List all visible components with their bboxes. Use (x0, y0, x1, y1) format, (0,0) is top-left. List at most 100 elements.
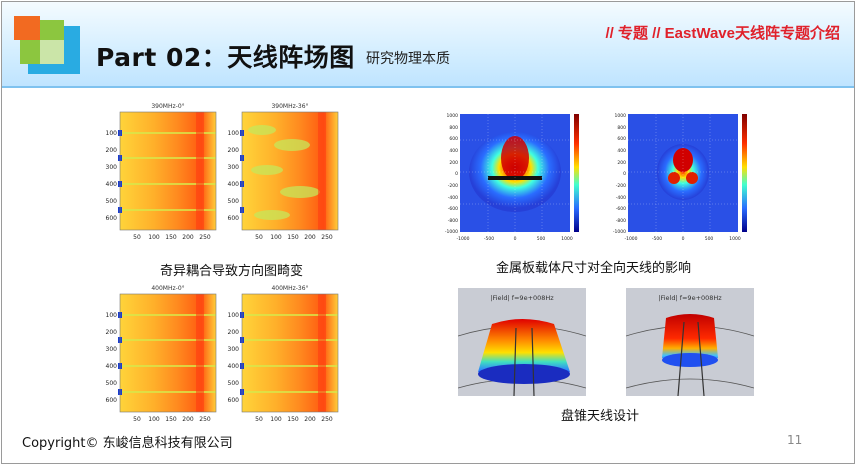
y-tick: 100 (106, 130, 118, 137)
x-tick: 500 (705, 236, 714, 242)
heatmap-title: 390MHz-0° (151, 103, 184, 110)
x-tick: 50 (133, 234, 141, 241)
page-number: 11 (787, 433, 803, 447)
x-tick: 250 (199, 416, 211, 423)
y-tick: 200 (228, 329, 240, 336)
y-tick: 800 (617, 125, 626, 131)
heatmap-title: 400MHz-36° (271, 285, 308, 292)
y-tick: -800 (448, 218, 458, 224)
field-plot-plate-a: 1000 800 600 400 200 0 -200 -400 -600 -8… (445, 113, 579, 242)
x-tick: 200 (182, 234, 194, 241)
topic-label: // 专题 // EastWave天线阵专题介绍 (605, 25, 841, 42)
y-tick: 300 (228, 346, 240, 353)
page-subtitle: 研究物理本质 (366, 51, 450, 67)
x-tick: 200 (304, 416, 316, 423)
heatmap-390mhz-36deg: 390MHz-36° 100 200 300 400 500 600 50 10… (228, 103, 339, 241)
y-tick: 600 (106, 397, 118, 404)
heatmap-title: 390MHz-36° (271, 103, 308, 110)
y-tick: 500 (228, 198, 240, 205)
x-tick: 50 (255, 416, 263, 423)
header-divider (2, 86, 854, 88)
field-plot-plate-b: 1000 800 600 400 200 0 -200 -400 -600 -8… (613, 113, 747, 242)
x-tick: -500 (484, 236, 494, 242)
y-tick: 0 (455, 171, 458, 177)
x-tick: 200 (182, 416, 194, 423)
y-tick: 0 (623, 171, 626, 177)
y-tick: 600 (106, 215, 118, 222)
y-tick: -600 (448, 206, 458, 212)
y-tick: 200 (449, 160, 458, 166)
y-tick: 400 (228, 181, 240, 188)
render-disk-cone-b: |Field| f=9e+008Hz (626, 288, 754, 396)
copyright-footer: Copyright© 东峻信息科技有限公司 (22, 436, 233, 451)
x-tick: 150 (165, 416, 177, 423)
y-tick: 400 (617, 148, 626, 154)
y-tick: -400 (616, 195, 626, 201)
caption-odd-coupling: 奇异耦合导致方向图畸变 (160, 264, 304, 279)
y-tick: 100 (228, 130, 240, 137)
x-tick: 150 (287, 234, 299, 241)
heatmap-400mhz-36deg: 400MHz-36° 100 200 300 400 500 600 50 10… (228, 285, 339, 423)
x-tick: 500 (537, 236, 546, 242)
y-tick: 600 (617, 136, 626, 142)
y-tick: 100 (228, 312, 240, 319)
x-tick: 250 (321, 234, 333, 241)
render-disk-cone-a: |Field| f=9e+008Hz (458, 288, 586, 396)
y-tick: 800 (449, 125, 458, 131)
heatmap-400mhz-0deg: 400MHz-0° 100 200 300 400 500 600 50 100… (106, 285, 217, 423)
y-tick: -400 (448, 195, 458, 201)
y-tick: 500 (106, 380, 118, 387)
x-tick: -1000 (624, 236, 637, 242)
x-tick: 100 (270, 234, 282, 241)
y-tick: -600 (616, 206, 626, 212)
y-tick: 200 (617, 160, 626, 166)
x-tick: 200 (304, 234, 316, 241)
render-label: |Field| f=9e+008Hz (490, 294, 554, 302)
x-tick: 250 (321, 416, 333, 423)
x-tick: 50 (255, 234, 263, 241)
y-tick: 300 (106, 346, 118, 353)
header-bar (2, 2, 854, 86)
y-tick: 200 (228, 147, 240, 154)
company-logo (14, 16, 80, 74)
y-tick: -200 (448, 183, 458, 189)
render-label: |Field| f=9e+008Hz (658, 294, 722, 302)
y-tick: 300 (106, 164, 118, 171)
y-tick: 500 (228, 380, 240, 387)
y-tick: 400 (228, 363, 240, 370)
x-tick: 50 (133, 416, 141, 423)
x-tick: 150 (287, 416, 299, 423)
y-tick: 300 (228, 164, 240, 171)
y-tick: -1000 (445, 229, 458, 235)
y-tick: 400 (106, 363, 118, 370)
caption-disk-cone: 盘锥天线设计 (561, 409, 640, 424)
x-tick: 250 (199, 234, 211, 241)
y-tick: 1000 (447, 113, 459, 119)
x-tick: 0 (514, 236, 517, 242)
x-tick: 100 (148, 234, 160, 241)
x-tick: 1000 (561, 236, 573, 242)
y-tick: 400 (106, 181, 118, 188)
x-tick: 1000 (729, 236, 741, 242)
x-tick: 100 (148, 416, 160, 423)
page-title: Part 02：天线阵场图 (96, 43, 355, 72)
heatmap-title: 400MHz-0° (151, 285, 184, 292)
y-tick: 500 (106, 198, 118, 205)
y-tick: 1000 (615, 113, 627, 119)
caption-metal-plate: 金属板载体尺寸对全向天线的影响 (496, 261, 692, 276)
x-tick: 100 (270, 416, 282, 423)
y-tick: 200 (106, 329, 118, 336)
y-tick: 600 (449, 136, 458, 142)
y-tick: 200 (106, 147, 118, 154)
y-tick: -800 (616, 218, 626, 224)
heatmap-390mhz-0deg: 390MHz-0° 100 200 300 400 500 600 50 100… (106, 103, 217, 241)
y-tick: 400 (449, 148, 458, 154)
y-tick: -1000 (613, 229, 626, 235)
y-tick: 600 (228, 397, 240, 404)
y-tick: 100 (106, 312, 118, 319)
x-tick: -500 (652, 236, 662, 242)
x-tick: 0 (682, 236, 685, 242)
x-tick: 150 (165, 234, 177, 241)
y-tick: -200 (616, 183, 626, 189)
